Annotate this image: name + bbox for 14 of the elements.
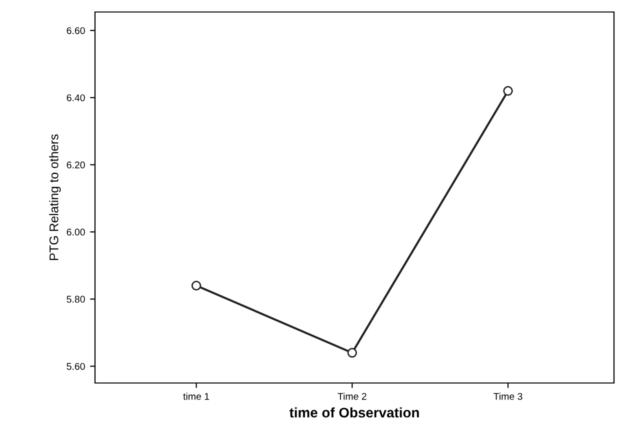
- y-tick-label: 6.60: [66, 27, 85, 34]
- x-tick-label: Time 3: [494, 392, 522, 400]
- x-axis-title: time of Observation: [289, 407, 419, 418]
- point: [503, 86, 513, 96]
- y-tick-label: 6.40: [66, 94, 85, 102]
- point: [347, 348, 358, 358]
- y-tick-label: 6.00: [66, 228, 85, 236]
- point: [191, 280, 202, 290]
- y-tick-label: 6.20: [66, 162, 85, 168]
- y-tick-label: 5.60: [66, 362, 85, 370]
- y-tick-label: 5.80: [66, 296, 85, 303]
- x-tick-label: Time 2: [338, 392, 366, 400]
- x-tick-label: time 1: [183, 392, 210, 400]
- y-axis-title: PTG Relating to others: [49, 134, 61, 260]
